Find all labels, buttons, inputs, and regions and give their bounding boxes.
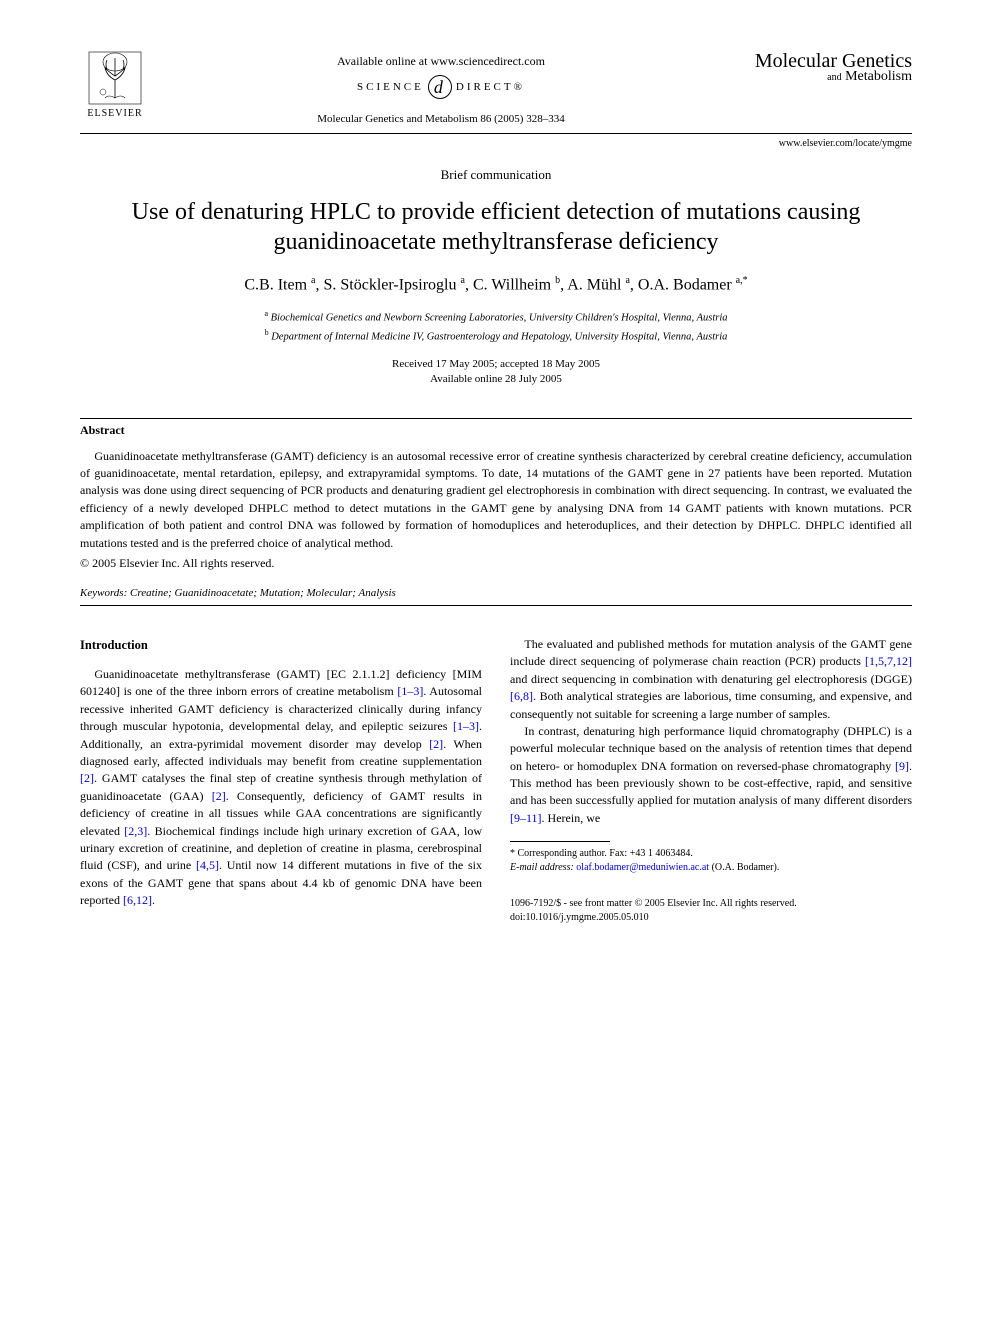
keywords: Keywords: Creatine; Guanidinoacetate; Mu… [80,587,912,599]
affiliation-b: Department of Internal Medicine IV, Gast… [271,331,727,342]
intro-para-1: Guanidinoacetate methyltransferase (GAMT… [80,666,482,909]
available-online-text: Available online at www.sciencedirect.co… [150,54,732,69]
footnote-separator [510,841,610,842]
email-label: E-mail address: [510,862,574,873]
body-columns: Introduction Guanidinoacetate methyltran… [80,636,912,925]
article-dates: Received 17 May 2005; accepted 18 May 20… [80,357,912,388]
ref-link[interactable]: [2] [80,771,94,785]
abstract-text: Guanidinoacetate methyltransferase (GAMT… [80,448,912,552]
affiliation-a: Biochemical Genetics and Newborn Screeni… [271,313,728,324]
footer-block: 1096-7192/$ - see front matter © 2005 El… [510,897,912,925]
intro-para-3: In contrast, denaturing high performance… [510,723,912,827]
citation: Molecular Genetics and Metabolism 86 (20… [150,113,732,125]
doi-line: doi:10.1016/j.ymgme.2005.05.010 [510,911,912,925]
abstract-bottom-rule [80,605,912,606]
abstract-heading: Abstract [80,423,912,438]
corresponding-author: * Corresponding author. Fax: +43 1 40634… [510,847,912,861]
abstract-copyright: © 2005 Elsevier Inc. All rights reserved… [80,556,912,571]
sd-left: SCIENCE [357,81,424,93]
science-direct-logo: SCIENCE d DIRECT® [150,75,732,99]
sd-right: DIRECT® [456,81,525,93]
page-header: ELSEVIER Available online at www.science… [80,50,912,125]
authors: C.B. Item a, S. Stöckler-Ipsiroglu a, C.… [80,275,912,294]
available-date: Available online 28 July 2005 [80,372,912,387]
article-title: Use of denaturing HPLC to provide effici… [100,197,892,257]
corresponding-footnote: * Corresponding author. Fax: +43 1 40634… [510,847,912,875]
center-header: Available online at www.sciencedirect.co… [150,50,732,125]
ref-link[interactable]: [2,3] [124,824,147,838]
ref-link[interactable]: [2] [429,737,443,751]
ref-link[interactable]: [1–3] [397,684,423,698]
issn-line: 1096-7192/$ - see front matter © 2005 El… [510,897,912,911]
ref-link[interactable]: [9] [895,759,909,773]
publisher-logo: ELSEVIER [80,50,150,119]
received-date: Received 17 May 2005; accepted 18 May 20… [80,357,912,372]
article-type: Brief communication [80,167,912,183]
elsevier-tree-icon [87,50,143,106]
author-email[interactable]: olaf.bodamer@meduniwien.ac.at [576,862,709,873]
journal-logo: Molecular Genetics and Metabolism [732,50,912,85]
ref-link[interactable]: [1,5,7,12] [865,654,912,668]
intro-para-2: The evaluated and published methods for … [510,636,912,723]
introduction-heading: Introduction [80,636,482,654]
ref-link[interactable]: [6,12] [123,893,152,907]
ref-link[interactable]: [4,5] [196,858,219,872]
journal-url[interactable]: www.elsevier.com/locate/ymgme [80,138,912,149]
ref-link[interactable]: [9–11] [510,811,542,825]
ref-link[interactable]: [2] [212,789,226,803]
header-rule [80,133,912,134]
abstract-top-rule [80,418,912,419]
ref-link[interactable]: [1–3] [453,719,479,733]
ref-link[interactable]: [6,8] [510,689,533,703]
publisher-name: ELSEVIER [80,108,150,119]
sd-d-icon: d [428,75,452,99]
affiliations: a Biochemical Genetics and Newborn Scree… [80,308,912,345]
